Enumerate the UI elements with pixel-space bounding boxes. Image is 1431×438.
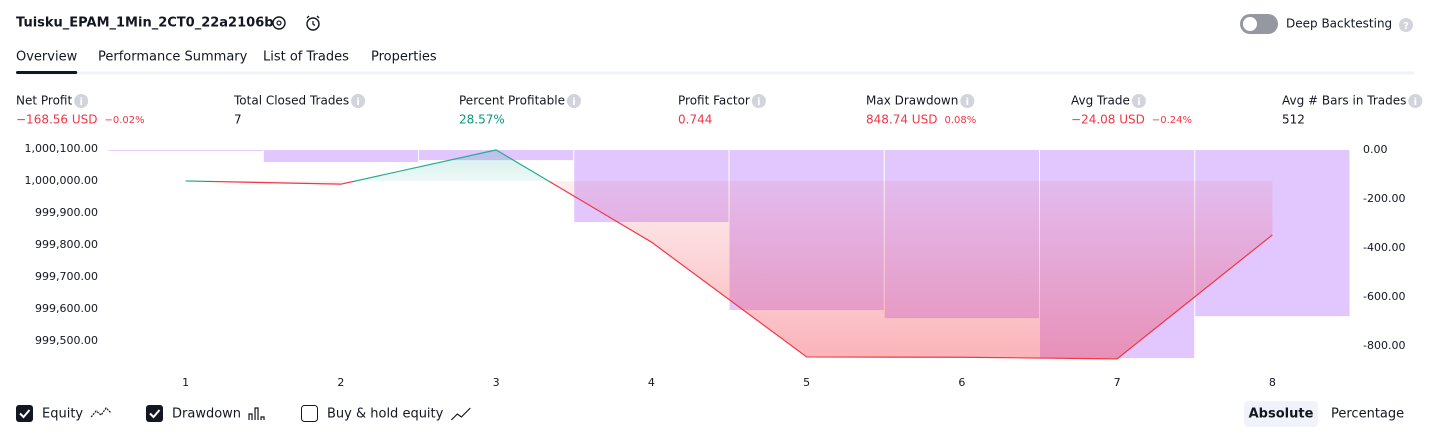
info-icon[interactable] xyxy=(1408,94,1423,108)
toggle-icon xyxy=(450,407,471,421)
alert-icon[interactable] xyxy=(306,15,320,31)
info-icon-glyph: i xyxy=(1414,97,1417,108)
svg-text:?: ? xyxy=(1403,21,1409,32)
metric-label: Avg Trade xyxy=(1071,94,1130,108)
equity-area xyxy=(185,149,1273,359)
checkbox[interactable] xyxy=(301,405,318,422)
toggle-icon xyxy=(248,407,265,420)
x-tick-label: 7 xyxy=(1114,376,1121,389)
checkbox[interactable] xyxy=(16,405,33,422)
checkmark xyxy=(19,409,31,419)
checkbox[interactable] xyxy=(146,405,163,422)
info-icon[interactable] xyxy=(751,94,766,108)
x-tick-label: 5 xyxy=(803,376,810,389)
metric-change: −0.24% xyxy=(1152,115,1192,126)
metric-value: 512 xyxy=(1282,113,1305,127)
metric-value: 28.57% xyxy=(459,113,505,127)
mode-button[interactable]: Absolute xyxy=(1249,407,1314,422)
y-tick-label: 999,500.00 xyxy=(35,334,98,347)
toggle-label: Buy & hold equity xyxy=(327,407,444,422)
info-icon[interactable] xyxy=(566,94,581,108)
tab-underline xyxy=(16,71,78,74)
metric-value: 7 xyxy=(234,113,242,127)
x-tick-label: 6 xyxy=(958,376,965,389)
info-icon[interactable] xyxy=(74,94,89,108)
info-icon-glyph: i xyxy=(1137,97,1140,108)
drawdown-bar xyxy=(263,150,418,163)
x-tick-label: 3 xyxy=(493,376,500,389)
info-icon-glyph: i xyxy=(79,97,82,108)
y2-tick-label: -400.00 xyxy=(1363,241,1405,254)
metric-label: Percent Profitable xyxy=(459,94,565,108)
drawdown-bar xyxy=(108,150,263,152)
checkmark xyxy=(149,409,161,419)
y2-tick-label: -600.00 xyxy=(1363,290,1405,303)
y-tick-label: 1,000,000.00 xyxy=(25,174,98,187)
mode-button[interactable]: Percentage xyxy=(1331,407,1404,422)
info-icon-glyph: i xyxy=(966,97,969,108)
toggle-label: Drawdown xyxy=(172,407,241,422)
metric-change: −0.02% xyxy=(105,115,145,126)
tab[interactable]: Overview xyxy=(16,50,78,65)
tab[interactable]: Performance Summary xyxy=(98,50,248,65)
metric-label: Net Profit xyxy=(16,94,72,108)
info-icon-glyph: i xyxy=(572,97,575,108)
info-icon-glyph: i xyxy=(356,97,359,108)
tab[interactable]: Properties xyxy=(371,50,437,65)
y-tick-label: 999,800.00 xyxy=(35,238,98,251)
metric-label: Total Closed Trades xyxy=(233,94,349,108)
y2-tick-label: 0.00 xyxy=(1363,143,1388,156)
deep-backtesting-switch[interactable] xyxy=(1240,14,1278,34)
metric-label: Profit Factor xyxy=(678,94,750,108)
x-tick-label: 1 xyxy=(182,376,189,389)
info-icon[interactable] xyxy=(351,94,366,108)
metric-value: −168.56 USD xyxy=(16,113,98,127)
y2-tick-label: -800.00 xyxy=(1363,339,1405,352)
settings-icon[interactable] xyxy=(272,16,286,30)
y-tick-label: 999,600.00 xyxy=(35,302,98,315)
metric-label: Avg # Bars in Trades xyxy=(1282,94,1406,108)
metric-value: 848.74 USD xyxy=(866,113,937,127)
info-icon[interactable] xyxy=(1131,94,1146,108)
info-icon[interactable] xyxy=(960,94,975,108)
toggle-icon xyxy=(90,407,112,418)
tab[interactable]: List of Trades xyxy=(263,50,349,65)
x-tick-label: 2 xyxy=(337,376,344,389)
y-tick-label: 999,700.00 xyxy=(35,270,98,283)
deep-backtesting-label: Deep Backtesting xyxy=(1286,17,1392,31)
x-tick-label: 8 xyxy=(1269,376,1276,389)
equity-line xyxy=(185,149,1273,360)
metric-change: 0.08% xyxy=(944,115,976,126)
toggle-label: Equity xyxy=(42,407,83,422)
x-tick-label: 4 xyxy=(648,376,655,389)
help-icon[interactable]: ? xyxy=(1399,18,1413,32)
y2-tick-label: -200.00 xyxy=(1363,192,1405,205)
metric-value: 0.744 xyxy=(678,113,712,127)
metric-value: −24.08 USD xyxy=(1071,113,1145,127)
strategy-title: Tuisku_EPAM_1Min_2CT0_22a2106b xyxy=(16,16,274,31)
metric-label: Max Drawdown xyxy=(866,94,958,108)
y-tick-label: 1,000,100.00 xyxy=(25,142,98,155)
y-tick-label: 999,900.00 xyxy=(35,206,98,219)
info-icon-glyph: i xyxy=(757,97,760,108)
mode-active-bg xyxy=(1244,401,1318,427)
